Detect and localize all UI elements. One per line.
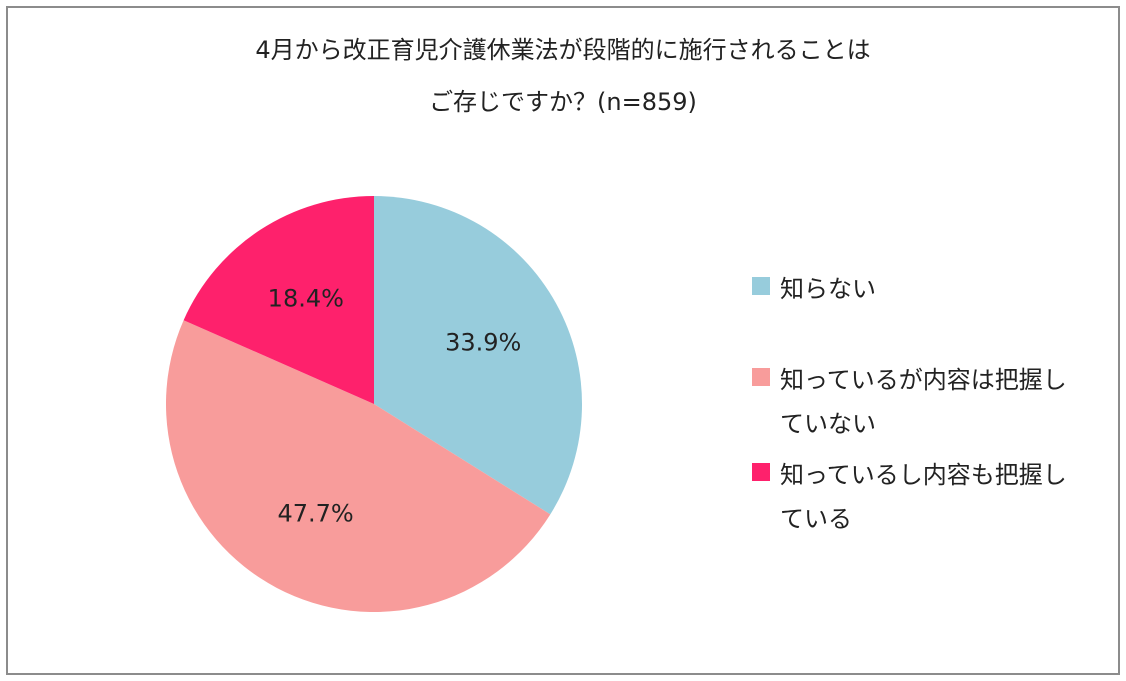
pie-slice-labels: 33.9% 47.7% 18.4% [268,285,522,528]
legend-swatch [752,463,770,481]
legend-label: 知っているが内容は把握し ていない [780,366,1067,438]
pie-slice-aware-not-understood [165,320,551,613]
pie-slices [165,196,583,613]
pie-slice-label: 33.9% [445,329,521,357]
legend-swatch [752,368,770,386]
pie-slice-label: 18.4% [268,285,344,313]
pie-slice-not-aware [374,196,583,515]
legend-label: 知らない [780,275,876,303]
legend-swatch [752,277,770,295]
pie-slice-label: 47.7% [277,499,353,527]
chart-title-line-1: 4月から改正育児介護休業法が段階的に施行されることは [255,36,871,64]
pie-slice-aware-understood [183,196,374,404]
legend-label: 知っているし内容も把握し ている [780,461,1067,533]
chart-title-line-2: ご存じですか？(n=859) [429,88,697,116]
